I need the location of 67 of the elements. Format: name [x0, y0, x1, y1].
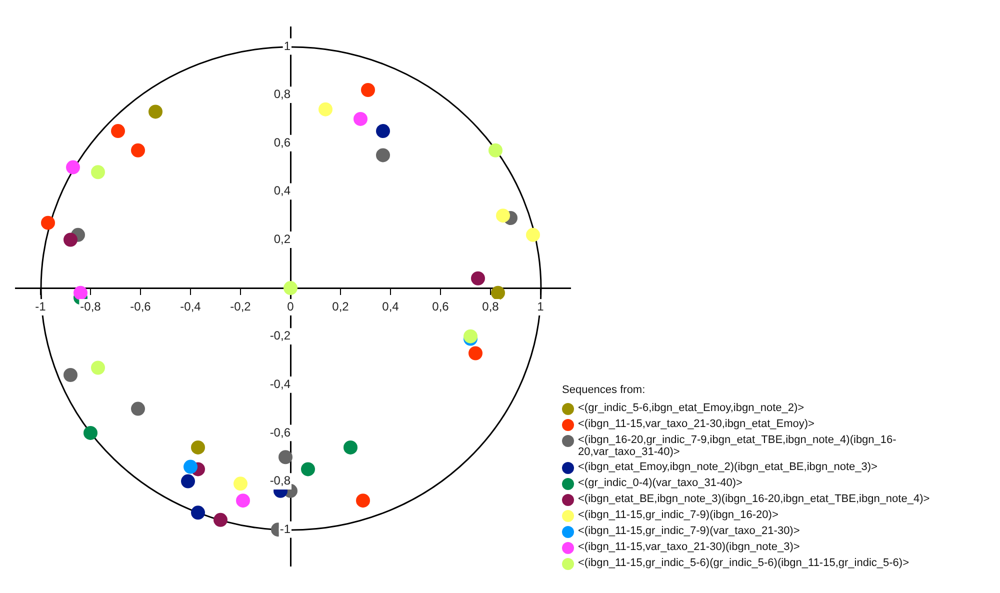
legend-title: Sequences from: — [562, 384, 646, 396]
point — [526, 228, 540, 242]
legend-label: <(ibgn_16-20,gr_indic_7-9,ibgn_etat_TBE,ibgn_note_4)(ibgn_16-20,var_taxo_31-40)> — [578, 434, 898, 458]
y-tick-label: -0,8 — [270, 474, 291, 488]
y-tick-label: 0,4 — [274, 184, 291, 198]
point — [301, 462, 315, 476]
y-tick-label: -0,6 — [270, 425, 291, 440]
point — [468, 346, 482, 360]
point — [318, 102, 332, 116]
legend-label: <(ibgn_11-15,gr_indic_7-9)(var_taxo_21-30)> — [578, 525, 800, 537]
x-tick-label: -0,6 — [130, 300, 152, 314]
point — [64, 232, 78, 247]
point — [471, 271, 485, 286]
point — [111, 124, 125, 138]
point — [214, 512, 228, 527]
x-tick-label: 0,4 — [382, 300, 400, 314]
point — [464, 329, 478, 344]
legend-label: <(ibgn_11-15,gr_indic_5-6)(gr_indic_5-6)(ibgn_11-15,gr_indic_5-6)> — [578, 557, 910, 569]
point — [496, 208, 510, 223]
point — [356, 494, 370, 508]
point — [131, 402, 145, 416]
point — [74, 286, 88, 300]
legend-label: <(ibgn_11-15,var_taxo_21-30)(ibgn_note_3)> — [578, 541, 800, 553]
point — [66, 160, 80, 174]
legend-label: <(gr_indic_5-6,ibgn_etat_Emoy,ibgn_note_2)> — [578, 402, 804, 414]
point — [91, 165, 105, 180]
y-tick-label: -1 — [280, 522, 291, 536]
legend-label: <(ibgn_etat_BE,ibgn_note_3)(ibgn_16-20,ibgn_etat_TBE,ibgn_note_4)> — [578, 493, 930, 505]
point — [491, 286, 505, 300]
x-tick-label: -1 — [35, 300, 46, 314]
point — [278, 450, 292, 464]
y-tick-label: -0,2 — [270, 328, 291, 343]
point — [236, 494, 250, 508]
point — [148, 104, 162, 119]
x-tick-label: 0 — [287, 300, 294, 314]
x-tick-label: -0,8 — [80, 300, 102, 314]
x-tick-label: -0,4 — [180, 300, 202, 314]
point — [191, 440, 205, 454]
point — [84, 426, 98, 440]
point — [354, 112, 368, 126]
point — [184, 460, 198, 474]
y-tick-label: 0,8 — [274, 87, 291, 102]
point — [64, 368, 78, 382]
y-tick-label: -0,4 — [270, 376, 291, 391]
legend-label: <(ibgn_11-15,gr_indic_7-9)(ibgn_16-20)> — [578, 509, 778, 521]
point — [191, 506, 205, 520]
point — [91, 360, 105, 375]
y-tick-label: 0,6 — [274, 135, 291, 150]
point — [344, 440, 358, 454]
point — [488, 143, 502, 158]
legend-label: <(gr_indic_0-4)(var_taxo_31-40)> — [578, 477, 742, 489]
point — [41, 216, 55, 230]
point — [181, 474, 195, 488]
point — [131, 143, 145, 158]
legend-label: <(ibgn_11-15,var_taxo_21-30,ibgn_etat_Emoy)> — [578, 418, 814, 430]
x-tick-label: -0,2 — [230, 300, 252, 314]
x-tick-label: 1 — [537, 300, 544, 314]
point — [234, 476, 248, 491]
point — [376, 124, 390, 138]
point — [361, 82, 375, 97]
x-tick-label: 0,8 — [482, 300, 500, 314]
x-tick-label: 0,2 — [332, 300, 350, 314]
y-tick-label: 1 — [284, 38, 291, 53]
x-tick-label: 0,6 — [432, 300, 450, 314]
y-tick-label: 0,2 — [274, 232, 291, 246]
point — [376, 148, 390, 162]
legend-label: <(ibgn_etat_Emoy,ibgn_note_2)(ibgn_etat_BE,ibgn_note_3)> — [578, 461, 878, 473]
